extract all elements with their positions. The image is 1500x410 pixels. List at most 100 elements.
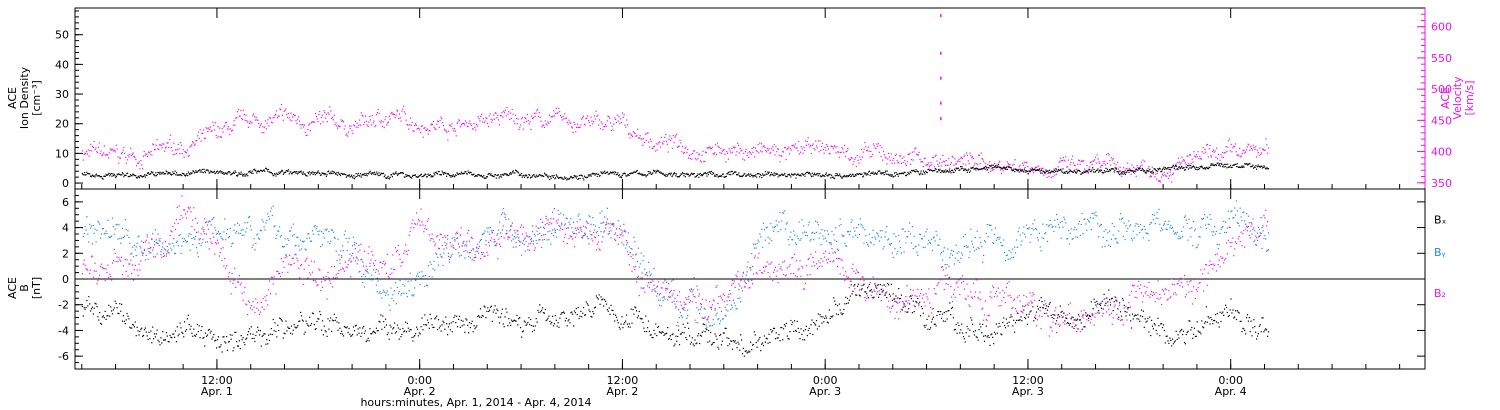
data-point <box>934 168 936 170</box>
data-point <box>505 233 507 235</box>
data-point <box>997 166 999 168</box>
data-point <box>794 143 796 145</box>
data-point <box>873 145 875 147</box>
data-point <box>978 168 980 170</box>
data-point <box>330 240 332 242</box>
data-point <box>927 163 929 166</box>
data-point <box>208 172 210 174</box>
data-point <box>98 277 100 279</box>
data-point <box>962 254 964 256</box>
data-point <box>582 237 584 239</box>
data-point <box>1164 220 1166 222</box>
data-point <box>957 167 959 169</box>
data-point <box>804 149 806 151</box>
data-point <box>506 174 508 176</box>
data-point <box>615 228 618 230</box>
data-point <box>575 229 577 231</box>
data-point <box>211 171 213 174</box>
data-point <box>604 170 606 172</box>
data-point <box>590 116 592 118</box>
data-point <box>1057 166 1059 168</box>
data-point <box>162 171 164 173</box>
data-point <box>364 115 367 117</box>
data-point <box>243 175 245 177</box>
data-point <box>275 293 277 295</box>
data-point <box>608 233 610 235</box>
data-point <box>240 110 242 112</box>
data-point <box>1076 168 1078 170</box>
data-point <box>149 153 151 155</box>
data-point <box>354 248 356 250</box>
data-point <box>237 281 239 283</box>
data-point <box>1255 235 1257 237</box>
data-point <box>823 174 825 177</box>
data-point <box>318 268 320 270</box>
data-point <box>811 232 813 234</box>
data-point <box>260 169 262 171</box>
data-point <box>138 177 141 179</box>
data-point <box>1168 175 1170 177</box>
data-point <box>717 319 719 321</box>
data-point <box>531 240 533 242</box>
data-point <box>455 233 457 235</box>
data-point <box>258 309 260 311</box>
data-point <box>1142 237 1144 239</box>
data-point <box>898 173 900 175</box>
data-point <box>140 175 142 177</box>
data-point <box>616 173 618 175</box>
data-point <box>306 237 308 239</box>
data-point <box>563 224 566 226</box>
data-point <box>960 168 962 170</box>
data-point <box>983 240 986 242</box>
data-point <box>984 162 986 164</box>
data-point <box>587 174 589 176</box>
data-point <box>1106 162 1108 164</box>
data-point <box>903 251 905 253</box>
data-point <box>744 151 746 153</box>
data-point <box>632 171 635 173</box>
data-point <box>1111 222 1113 225</box>
data-point <box>109 148 111 150</box>
data-point <box>784 228 786 230</box>
data-point <box>865 174 867 176</box>
data-point <box>547 177 549 179</box>
data-point <box>154 149 156 151</box>
data-point <box>817 175 819 177</box>
data-point <box>254 312 256 314</box>
data-point <box>401 262 403 264</box>
data-point <box>85 174 87 176</box>
data-point <box>210 241 212 243</box>
data-point <box>1158 208 1160 210</box>
data-point <box>1083 168 1086 170</box>
data-point <box>379 261 381 263</box>
data-point <box>499 221 501 223</box>
data-point <box>724 314 726 316</box>
data-point <box>535 112 537 114</box>
data-point <box>432 268 434 270</box>
data-point <box>675 173 678 175</box>
data-point <box>425 275 427 277</box>
data-point <box>354 176 356 178</box>
data-point <box>1025 236 1027 238</box>
data-point <box>164 150 166 152</box>
data-point <box>1055 167 1057 169</box>
data-point <box>791 174 793 176</box>
data-point <box>402 172 404 174</box>
data-point <box>1108 154 1110 156</box>
data-point <box>222 172 224 174</box>
data-point <box>366 124 368 126</box>
data-point <box>593 115 595 117</box>
data-point <box>868 171 870 173</box>
data-point <box>115 224 117 226</box>
data-point <box>784 172 786 174</box>
data-point <box>763 145 765 147</box>
data-point <box>84 226 86 228</box>
data-point <box>257 302 259 304</box>
data-point <box>512 113 514 115</box>
data-point <box>405 279 407 281</box>
data-point <box>1150 175 1152 177</box>
data-point <box>341 121 343 123</box>
data-point <box>904 160 906 162</box>
data-point <box>1239 156 1242 158</box>
data-point <box>601 172 603 174</box>
